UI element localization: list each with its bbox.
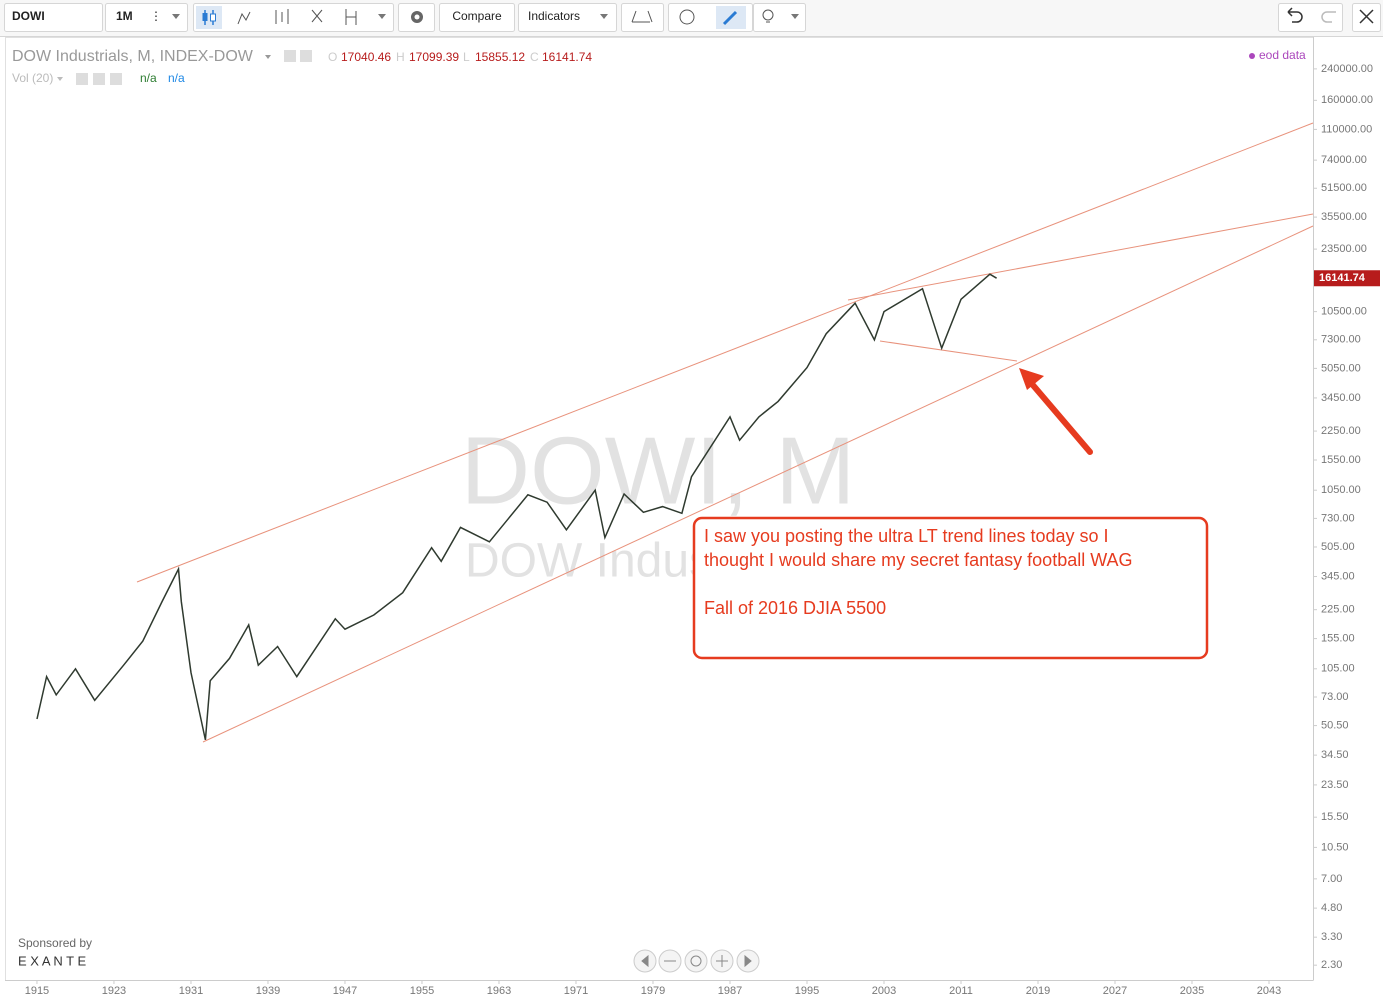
x-tick-label: 1915 [25, 985, 49, 997]
y-tick-label: 7300.00 [1321, 334, 1361, 346]
template-button[interactable] [621, 3, 664, 32]
volume-ma-value: n/a [168, 71, 185, 85]
x-tick-label: 1987 [718, 985, 742, 997]
y-tick-label: 5050.00 [1321, 362, 1361, 374]
chart-style-group[interactable] [193, 3, 394, 32]
annotation-box[interactable] [692, 516, 1209, 660]
y-tick-label: 10500.00 [1321, 306, 1367, 318]
indicators-label: Indicators [528, 9, 580, 23]
zoom-controls [633, 949, 760, 973]
undo-redo[interactable] [1278, 3, 1343, 32]
low-label: L [463, 50, 470, 64]
y-tick-label: 51500.00 [1321, 182, 1367, 194]
plot-area [5, 37, 1314, 981]
volume-label: Vol (20) [12, 71, 53, 85]
volume-value: n/a [140, 71, 157, 85]
y-tick-label: 23.50 [1321, 779, 1349, 791]
last-price-box [1314, 270, 1380, 287]
low-value: 15855.12 [475, 50, 525, 64]
y-tick-label: 110000.00 [1321, 123, 1372, 135]
annotation-text: Fall of 2016 DJIA 5500 [704, 598, 886, 618]
interval-button[interactable] [105, 3, 188, 32]
annotation-arrow [1029, 381, 1093, 455]
y-tick-label: 34.50 [1321, 749, 1349, 761]
x-tick-label: 2035 [1180, 985, 1204, 997]
ideas-button[interactable] [753, 3, 806, 32]
y-tick-label: 2.30 [1321, 959, 1342, 971]
y-tick-label: 23500.00 [1321, 243, 1367, 255]
indicators-button[interactable] [518, 3, 617, 32]
trend-line[interactable] [847, 213, 1314, 301]
close-label: C [530, 50, 539, 64]
y-tick-label: 160000.00 [1321, 94, 1373, 106]
price-line [36, 273, 997, 741]
y-tick-label: 2250.00 [1321, 425, 1361, 437]
y-tick-label: 730.00 [1321, 512, 1355, 524]
x-tick-label: 2027 [1103, 985, 1127, 997]
annotation-text: I saw you posting the ultra LT trend lin… [704, 526, 1109, 546]
compare-button[interactable] [439, 3, 515, 32]
x-tick-label: 1995 [795, 985, 819, 997]
more-icon: ⋮ [150, 9, 162, 23]
x-tick-label: 1955 [410, 985, 434, 997]
annotation-text: thought I would share my secret fantasy … [704, 550, 1133, 570]
compare-label: Compare [452, 9, 502, 23]
y-tick-label: 1050.00 [1321, 484, 1361, 496]
y-tick-label: 1550.00 [1321, 454, 1361, 466]
legend-title: DOW Industrials, M, INDEX-DOW [12, 48, 254, 65]
close-value: 16141.74 [542, 50, 592, 64]
interval: 1M [116, 9, 133, 23]
trend-line[interactable] [202, 225, 1314, 743]
data-source: eod data [1259, 48, 1306, 62]
open-value: 17040.46 [341, 50, 391, 64]
y-tick-label: 240000.00 [1321, 63, 1373, 75]
x-tick-label: 2019 [1026, 985, 1050, 997]
last-price-label: 16141.74 [1319, 272, 1366, 284]
y-tick-label: 505.00 [1321, 541, 1355, 553]
x-tick-label: 2003 [872, 985, 896, 997]
y-tick-label: 4.80 [1321, 902, 1342, 914]
y-tick-label: 35500.00 [1321, 211, 1367, 223]
y-tick-label: 345.00 [1321, 570, 1355, 582]
trend-line[interactable] [136, 122, 1314, 583]
y-tick-label: 50.50 [1321, 719, 1349, 731]
trend-line[interactable] [879, 340, 1018, 362]
y-tick-label: 15.50 [1321, 811, 1349, 823]
x-tick-label: 1979 [641, 985, 665, 997]
open-label: O [328, 50, 337, 64]
x-tick-label: 1923 [102, 985, 126, 997]
sponsor-name: E X A N T E [18, 953, 86, 968]
y-tick-label: 155.00 [1321, 632, 1355, 644]
x-tick-label: 1939 [256, 985, 280, 997]
x-tick-label: 1947 [333, 985, 357, 997]
sponsor-label: Sponsored by [18, 936, 92, 950]
y-tick-label: 73.00 [1321, 691, 1349, 703]
y-tick-label: 3.30 [1321, 931, 1342, 943]
x-tick-label: 1963 [487, 985, 511, 997]
y-tick-label: 74000.00 [1321, 154, 1367, 166]
symbol: DOWI [12, 9, 45, 23]
symbol-input[interactable] [4, 3, 103, 32]
x-tick-label: 2043 [1257, 985, 1281, 997]
x-tick-label: 1931 [179, 985, 203, 997]
high-label: H [396, 50, 405, 64]
y-tick-label: 10.50 [1321, 841, 1349, 853]
arrow-head [1019, 368, 1044, 390]
y-tick-label: 7.00 [1321, 873, 1342, 885]
x-tick-label: 1971 [564, 985, 588, 997]
x-tick-label: 2011 [949, 985, 973, 997]
reset[interactable] [684, 949, 708, 973]
y-tick-label: 225.00 [1321, 604, 1355, 616]
high-value: 17099.39 [409, 50, 459, 64]
watermark-symbol: DOWI, M [461, 417, 856, 524]
y-tick-label: 3450.00 [1321, 392, 1361, 404]
y-tick-label: 105.00 [1321, 663, 1355, 675]
